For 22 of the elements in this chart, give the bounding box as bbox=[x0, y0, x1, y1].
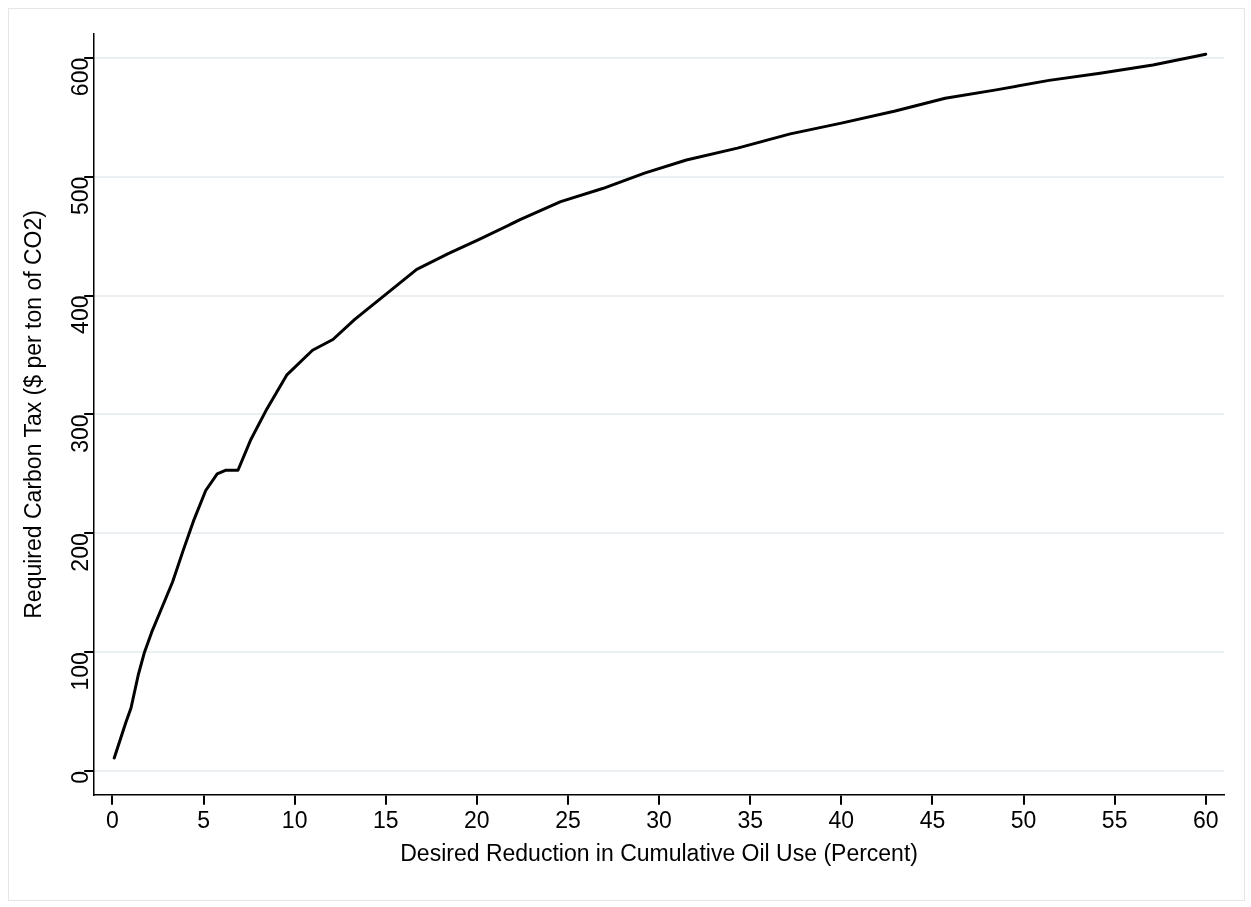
y-tick-label: 400 bbox=[66, 295, 93, 334]
y-tick-label: 200 bbox=[66, 533, 93, 572]
x-tick-label: 0 bbox=[106, 806, 119, 833]
y-tick-label: 600 bbox=[66, 57, 93, 97]
x-tick-label: 60 bbox=[1192, 806, 1219, 833]
x-tick-label: 55 bbox=[1101, 806, 1128, 833]
x-tick-label: 5 bbox=[197, 806, 210, 833]
y-tick-label: 300 bbox=[66, 414, 93, 453]
x-tick-label: 40 bbox=[828, 806, 855, 833]
x-tick-label: 35 bbox=[737, 806, 764, 833]
x-tick-label: 25 bbox=[555, 806, 581, 833]
x-tick-label: 10 bbox=[281, 806, 308, 833]
y-axis-title: Required Carbon Tax ($ per ton of CO2) bbox=[20, 210, 47, 619]
x-tick-label: 20 bbox=[464, 806, 490, 833]
y-tick-label: 100 bbox=[66, 652, 93, 691]
x-tick-label: 50 bbox=[1010, 806, 1037, 833]
x-axis-title: Desired Reduction in Cumulative Oil Use (Percent) bbox=[400, 839, 918, 866]
x-tick-label: 15 bbox=[372, 806, 399, 833]
x-tick-label: 45 bbox=[919, 806, 946, 833]
y-tick-label: 0 bbox=[66, 771, 93, 784]
y-tick-label: 500 bbox=[66, 176, 93, 216]
x-tick-label: 30 bbox=[646, 806, 672, 833]
